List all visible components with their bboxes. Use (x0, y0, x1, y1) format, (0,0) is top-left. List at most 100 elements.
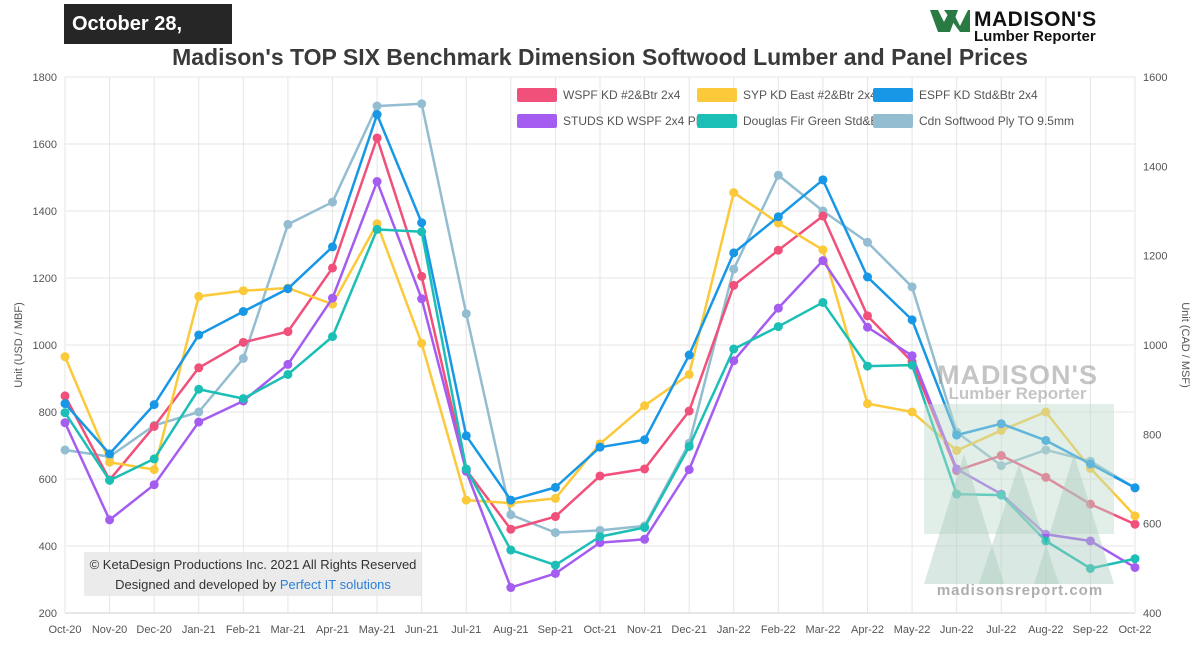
data-point-wspf[interactable] (640, 464, 650, 474)
data-point-studs[interactable] (417, 294, 427, 304)
data-point-wspf[interactable] (863, 311, 872, 321)
data-point-ply[interactable] (417, 99, 427, 109)
data-point-douglas[interactable] (818, 297, 828, 307)
legend-label-syp[interactable]: SYP KD East #2&Btr 2x4 (743, 88, 877, 102)
data-point-studs[interactable] (105, 515, 115, 525)
data-point-douglas[interactable] (461, 464, 471, 474)
data-point-studs[interactable] (60, 418, 70, 428)
data-point-wspf[interactable] (595, 471, 605, 481)
data-point-ply[interactable] (773, 170, 783, 180)
legend-swatch-douglas[interactable] (697, 114, 737, 128)
data-point-wspf[interactable] (60, 391, 70, 401)
data-point-syp[interactable] (773, 218, 783, 228)
data-point-espf[interactable] (996, 419, 1006, 429)
data-point-syp[interactable] (194, 291, 204, 301)
data-point-wspf[interactable] (773, 245, 783, 255)
data-point-douglas[interactable] (506, 545, 516, 555)
data-point-syp[interactable] (863, 399, 872, 409)
data-point-wspf[interactable] (818, 211, 828, 221)
legend-swatch-syp[interactable] (697, 88, 737, 102)
data-point-douglas[interactable] (283, 369, 293, 379)
data-point-wspf[interactable] (684, 406, 694, 416)
data-point-espf[interactable] (461, 431, 471, 441)
data-point-wspf[interactable] (1130, 519, 1140, 529)
data-point-ply[interactable] (461, 309, 471, 319)
data-point-studs[interactable] (773, 303, 783, 313)
data-point-ply[interactable] (1041, 445, 1051, 455)
data-point-espf[interactable] (773, 212, 783, 222)
data-point-espf[interactable] (1085, 459, 1095, 469)
legend-swatch-ply[interactable] (873, 114, 913, 128)
data-point-wspf[interactable] (417, 271, 427, 281)
data-point-wspf[interactable] (149, 421, 159, 431)
data-point-douglas[interactable] (996, 490, 1006, 500)
data-point-studs[interactable] (372, 177, 382, 187)
data-point-syp[interactable] (60, 352, 70, 362)
legend-swatch-wspf[interactable] (517, 88, 557, 102)
data-point-douglas[interactable] (907, 360, 917, 370)
data-point-douglas[interactable] (1085, 563, 1095, 573)
credits-link[interactable]: Perfect IT solutions (279, 577, 391, 592)
data-point-studs[interactable] (907, 351, 917, 361)
legend-label-espf[interactable]: ESPF KD Std&Btr 2x4 (919, 88, 1038, 102)
data-point-studs[interactable] (1130, 562, 1140, 572)
data-point-studs[interactable] (952, 464, 962, 474)
data-point-syp[interactable] (952, 446, 962, 456)
data-point-syp[interactable] (1041, 407, 1051, 417)
data-point-wspf[interactable] (550, 512, 560, 522)
data-point-syp[interactable] (417, 338, 427, 348)
data-point-wspf[interactable] (283, 327, 293, 337)
legend-swatch-espf[interactable] (873, 88, 913, 102)
data-point-studs[interactable] (194, 417, 204, 427)
data-point-douglas[interactable] (372, 224, 382, 234)
data-point-syp[interactable] (640, 401, 650, 411)
legend-swatch-studs[interactable] (517, 114, 557, 128)
data-point-douglas[interactable] (729, 344, 739, 354)
data-point-espf[interactable] (550, 482, 560, 492)
data-point-ply[interactable] (996, 461, 1006, 471)
data-point-espf[interactable] (372, 110, 382, 120)
data-point-wspf[interactable] (194, 363, 204, 373)
data-point-ply[interactable] (238, 353, 248, 363)
data-point-douglas[interactable] (952, 489, 962, 499)
data-point-espf[interactable] (729, 248, 739, 258)
data-point-douglas[interactable] (105, 475, 115, 485)
legend[interactable]: WSPF KD #2&Btr 2x4 SYP KD East #2&Btr 2x4… (517, 88, 1074, 128)
data-point-studs[interactable] (818, 256, 828, 266)
data-point-ply[interactable] (372, 101, 382, 111)
data-point-syp[interactable] (149, 465, 159, 475)
data-point-studs[interactable] (506, 583, 516, 593)
data-point-wspf[interactable] (1085, 499, 1095, 509)
data-point-wspf[interactable] (506, 524, 516, 534)
data-point-studs[interactable] (149, 480, 159, 490)
legend-label-ply[interactable]: Cdn Softwood Ply TO 9.5mm (919, 114, 1074, 128)
data-point-espf[interactable] (684, 350, 694, 360)
data-point-espf[interactable] (595, 442, 605, 452)
data-point-douglas[interactable] (550, 560, 560, 570)
data-point-espf[interactable] (1130, 483, 1140, 493)
data-point-wspf[interactable] (729, 280, 739, 290)
data-point-ply[interactable] (283, 219, 293, 229)
data-point-espf[interactable] (105, 449, 115, 459)
data-point-wspf[interactable] (372, 133, 382, 143)
data-point-studs[interactable] (684, 465, 694, 475)
data-point-ply[interactable] (506, 510, 516, 520)
data-point-douglas[interactable] (640, 523, 650, 533)
data-point-ply[interactable] (595, 525, 605, 535)
data-point-syp[interactable] (684, 369, 694, 379)
data-point-douglas[interactable] (238, 394, 248, 404)
data-point-ply[interactable] (729, 264, 739, 274)
data-point-studs[interactable] (1085, 536, 1095, 546)
data-point-douglas[interactable] (595, 532, 605, 542)
data-point-syp[interactable] (729, 188, 739, 198)
data-point-syp[interactable] (461, 495, 471, 505)
data-point-ply[interactable] (550, 528, 560, 538)
data-point-studs[interactable] (640, 534, 650, 544)
data-point-syp[interactable] (1130, 511, 1140, 521)
data-point-studs[interactable] (729, 356, 739, 366)
data-point-douglas[interactable] (1041, 536, 1051, 546)
data-point-ply[interactable] (328, 197, 337, 207)
data-point-ply[interactable] (194, 407, 204, 417)
legend-label-douglas[interactable]: Douglas Fir Green Std&Btr 2x4 (743, 114, 909, 128)
data-point-douglas[interactable] (773, 322, 783, 332)
